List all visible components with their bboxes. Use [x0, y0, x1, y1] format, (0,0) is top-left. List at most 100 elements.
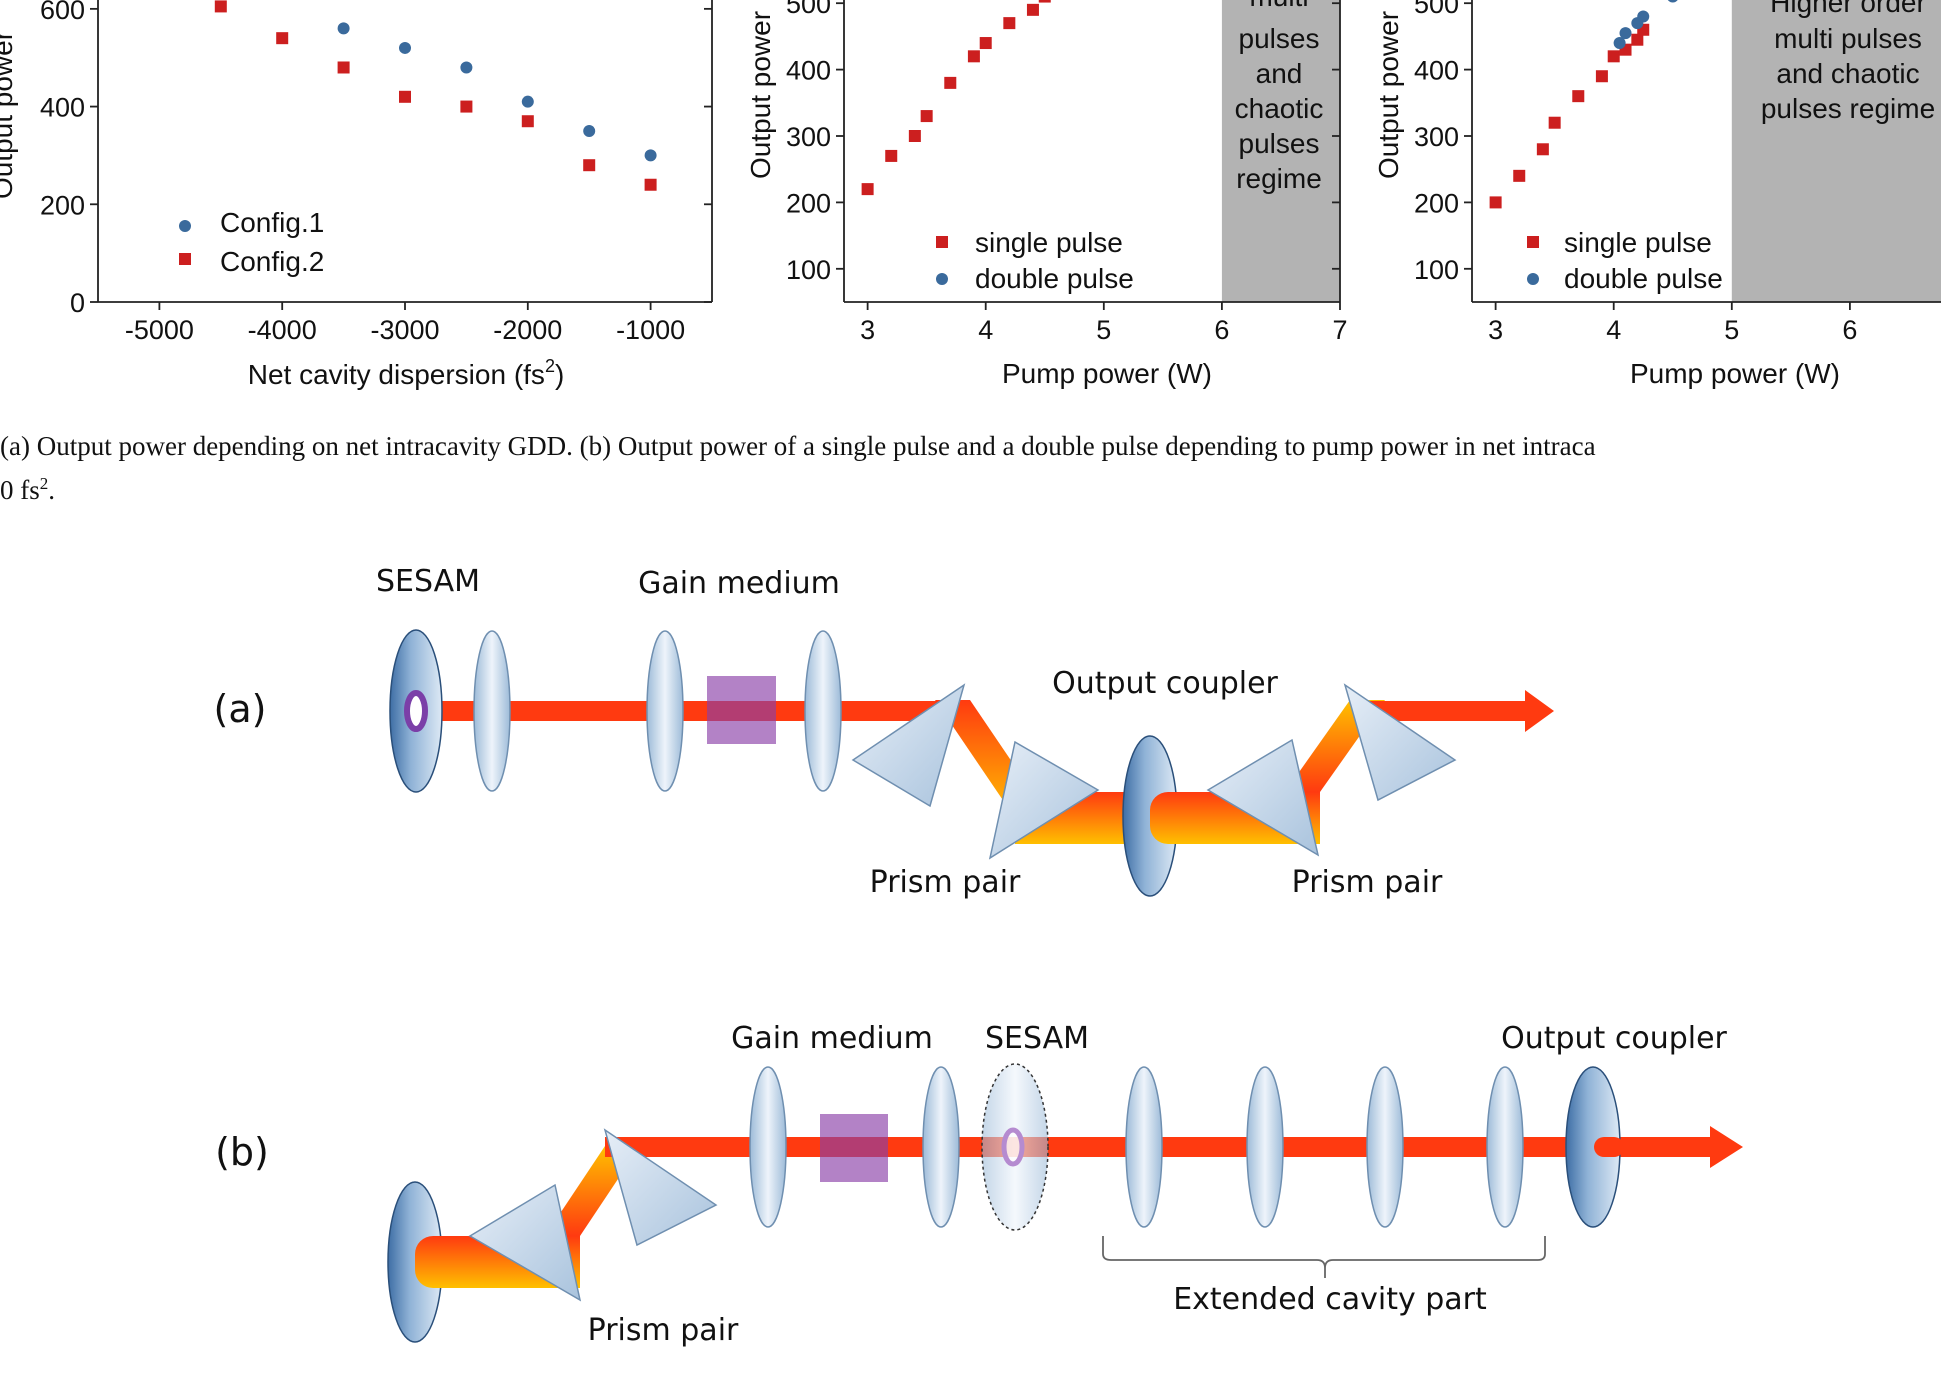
y-tick-label: 600: [40, 0, 85, 25]
legend-marker-config1: [179, 220, 191, 232]
y-tick-label: 200: [40, 190, 85, 220]
lens: [749, 1066, 787, 1228]
data-point: [521, 115, 534, 128]
data-point: [861, 183, 874, 196]
chart-c-ylabel: Output power: [1373, 11, 1404, 179]
sesam-label: SESAM: [985, 1021, 1089, 1056]
x-tick-label: -2000: [493, 315, 562, 345]
data-point: [1572, 90, 1585, 103]
lens: [473, 630, 511, 792]
chart-c: 3 4 5 6 100 200 300 400 500 Output power Pump po…: [1373, 0, 1941, 389]
legend-label-config2: Config.2: [220, 246, 324, 277]
data-point: [1038, 0, 1051, 3]
data-point: [885, 149, 898, 162]
x-tick-label: 5: [1724, 315, 1739, 345]
data-point: [460, 61, 473, 74]
region-b-line: pulses: [1239, 128, 1320, 159]
extended-cavity-label: Extended cavity part: [1173, 1282, 1487, 1317]
output-arrow: [1368, 690, 1554, 732]
y-tick-label: 400: [1414, 56, 1459, 86]
chart-c-points: [1489, 0, 1678, 209]
data-point: [1489, 196, 1502, 209]
lens: [922, 1066, 960, 1228]
legend-label-double-b: double pulse: [975, 263, 1134, 294]
data-point: [276, 32, 289, 45]
region-b-line: chaotic: [1235, 93, 1324, 124]
legend-marker-single-c: [1527, 236, 1539, 248]
chart-c-ticks: 3 4 5 6 100 200 300 400 500: [1414, 0, 1857, 345]
data-point: [583, 159, 596, 172]
lens: [646, 630, 684, 792]
caption-line-1: (a) Output power depending on net intrac…: [0, 431, 1596, 461]
data-point: [979, 37, 992, 50]
y-tick-label: 200: [786, 188, 831, 218]
chart-b-region-label: multi pulses and chaotic pulses regime: [1235, 0, 1324, 194]
chart-c-xlabel: Pump power (W): [1630, 358, 1840, 389]
region-b-line: regime: [1236, 163, 1322, 194]
chart-a-xlabel: Net cavity dispersion (fs2): [248, 356, 565, 390]
prism: [988, 740, 1100, 860]
region-b-line: multi: [1249, 0, 1308, 12]
beam-wide: [415, 1236, 475, 1288]
y-tick-label: 400: [786, 56, 831, 86]
chart-a: -5000 -4000 -3000 -2000 -1000 0 200 400 600 Outp…: [0, 0, 713, 390]
y-tick-label: 300: [786, 122, 831, 152]
lens: [1246, 1066, 1284, 1228]
legend-label-double-c: double pulse: [1564, 263, 1723, 294]
gain-medium-crystal: [820, 1114, 888, 1182]
data-point: [1595, 70, 1608, 83]
x-tick-label: 6: [1842, 315, 1857, 345]
gain-medium-label: Gain medium: [731, 1021, 933, 1056]
chart-a-ticks: -5000 -4000 -3000 -2000 -1000 0 200 400 600: [40, 0, 712, 345]
data-point: [1548, 116, 1561, 129]
chart-c-region-label: Higher order multi pulses and chaotic pu…: [1761, 0, 1935, 124]
prism-pair-label: Prism pair: [588, 1313, 739, 1348]
data-point: [967, 50, 980, 63]
data-point: [1003, 17, 1016, 30]
chart-b-ylabel: Output power: [745, 11, 776, 179]
legend-label-config1: Config.1: [220, 207, 324, 238]
y-tick-label: 200: [1414, 188, 1459, 218]
x-tick-label: -4000: [248, 315, 317, 345]
x-tick-label: 7: [1332, 315, 1347, 345]
prism-pair-label: Prism pair: [870, 865, 1021, 900]
lens: [804, 630, 842, 792]
extended-cavity-brace: [1102, 1236, 1546, 1278]
y-tick-label: 100: [1414, 255, 1459, 285]
y-tick-label: 100: [786, 255, 831, 285]
legend-marker-config2: [179, 253, 191, 265]
chart-a-points: [214, 0, 657, 191]
prism: [851, 683, 966, 808]
data-point: [920, 110, 933, 123]
data-point: [337, 22, 350, 35]
x-tick-label: -3000: [370, 315, 439, 345]
data-point: [399, 41, 411, 54]
output-arrow: [1600, 1126, 1743, 1168]
data-point: [1607, 50, 1620, 63]
chart-b: 3 4 5 6 7 100 200 300 400 500 Output power Pump p…: [745, 0, 1348, 389]
lens: [1125, 1066, 1163, 1228]
gain-medium-label: Gain medium: [638, 566, 840, 601]
data-point: [1637, 10, 1650, 23]
data-point: [908, 130, 921, 142]
beam-wide: [1150, 792, 1194, 844]
diagram-a: (a) SESAM Gain medium Output coupler Pri…: [214, 564, 1554, 900]
x-tick-label: -1000: [616, 315, 685, 345]
data-point: [1513, 169, 1526, 182]
data-point: [521, 95, 534, 108]
y-tick-label: 500: [786, 0, 831, 19]
legend-marker-single-b: [936, 236, 948, 248]
output-coupler-label: Output coupler: [1052, 666, 1278, 701]
region-c-line: and chaotic: [1776, 58, 1919, 89]
data-point: [644, 149, 657, 162]
legend-label-single-b: single pulse: [975, 227, 1123, 258]
diagram-a-label: (a): [214, 687, 267, 731]
data-point: [214, 0, 227, 13]
y-tick-label: 500: [1414, 0, 1459, 19]
chart-b-points: [861, 0, 1051, 196]
x-tick-label: 4: [978, 315, 993, 345]
data-point: [1667, 0, 1678, 3]
prism: [1206, 738, 1320, 857]
data-point: [583, 125, 596, 137]
